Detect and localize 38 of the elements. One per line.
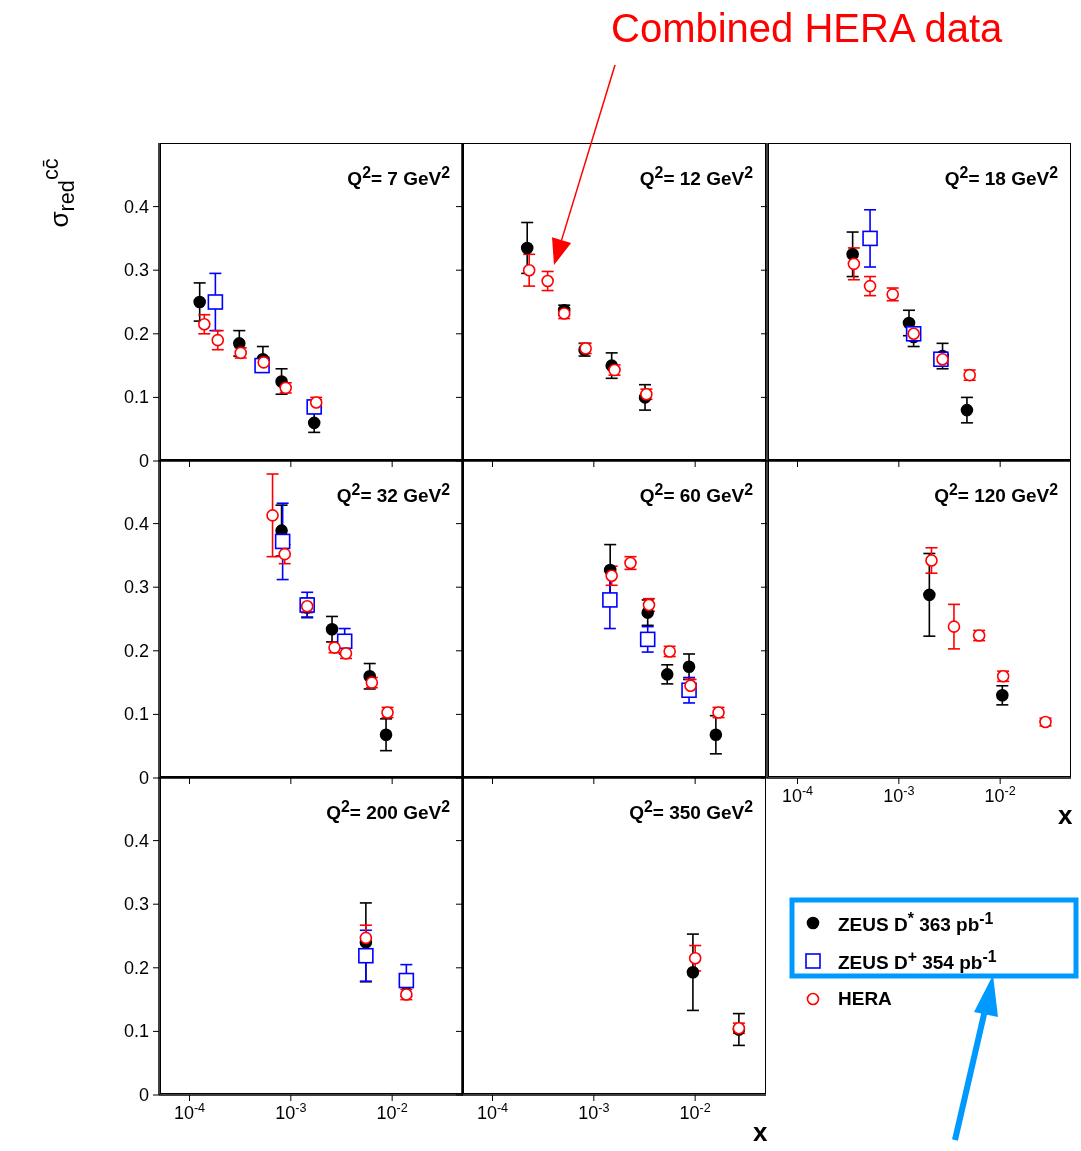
x-axis-title: x bbox=[753, 1117, 768, 1148]
y-tick-label: 0.2 bbox=[123, 957, 149, 978]
text: Q$^{2}$= 12 GeV$^{2}$ bbox=[639, 164, 753, 191]
legend-label: ZEUS D$^{+}$ 354 pb$^{-1}$ bbox=[838, 947, 997, 975]
y-tick-label: 0 bbox=[138, 768, 149, 788]
text: Q$^{2}$= 32 GeV$^{2}$ bbox=[336, 481, 450, 508]
x-tick-label: 10$^{-3}$ bbox=[883, 784, 915, 806]
y-tick-label: 0 bbox=[138, 451, 149, 471]
text: Q$^{2}$= 200 GeV$^{2}$ bbox=[326, 798, 450, 825]
y-tick-label: 0.3 bbox=[123, 577, 149, 598]
y-tick-label: 0 bbox=[138, 1085, 149, 1105]
y-tick-label: 0.4 bbox=[123, 196, 149, 217]
x-tick-label: 10$^{-3}$ bbox=[275, 1101, 307, 1123]
text: Q$^{2}$= 60 GeV$^{2}$ bbox=[639, 481, 753, 508]
text: Combined HERA data bbox=[611, 6, 1003, 51]
x-tick-label: 10$^{-2}$ bbox=[376, 1101, 408, 1123]
x-tick-label: 10$^{-4}$ bbox=[781, 784, 814, 806]
x-tick-label: 10$^{-2}$ bbox=[679, 1101, 711, 1123]
y-tick-label: 0.1 bbox=[123, 387, 149, 408]
y-tick-label: 0.4 bbox=[123, 513, 149, 534]
x-tick-label: 10$^{-4}$ bbox=[476, 1101, 509, 1123]
y-tick-label: 0.2 bbox=[123, 323, 149, 344]
y-tick-label: 0.3 bbox=[123, 894, 149, 915]
text: Q$^{2}$= 18 GeV$^{2}$ bbox=[944, 164, 1058, 191]
text: Q$^{2}$= 7 GeV$^{2}$ bbox=[347, 164, 450, 191]
x-tick-label: 10$^{-3}$ bbox=[578, 1101, 610, 1123]
legend-label: ZEUS D$^{*}$ 363 pb$^{-1}$ bbox=[838, 909, 994, 937]
legend-label: HERA bbox=[838, 988, 892, 1010]
y-tick-label: 0.2 bbox=[123, 640, 149, 661]
x-tick-label: 10$^{-4}$ bbox=[173, 1101, 206, 1123]
x-tick-label: 10$^{-2}$ bbox=[984, 784, 1016, 806]
x-axis-title: x bbox=[1058, 800, 1073, 831]
y-tick-label: 0.4 bbox=[123, 830, 149, 851]
text: Q$^{2}$= 120 GeV$^{2}$ bbox=[934, 481, 1058, 508]
text: Q$^{2}$= 350 GeV$^{2}$ bbox=[629, 798, 753, 825]
y-tick-label: 0.1 bbox=[123, 704, 149, 725]
y-tick-label: 0.3 bbox=[123, 260, 149, 281]
y-tick-label: 0.1 bbox=[123, 1021, 149, 1042]
